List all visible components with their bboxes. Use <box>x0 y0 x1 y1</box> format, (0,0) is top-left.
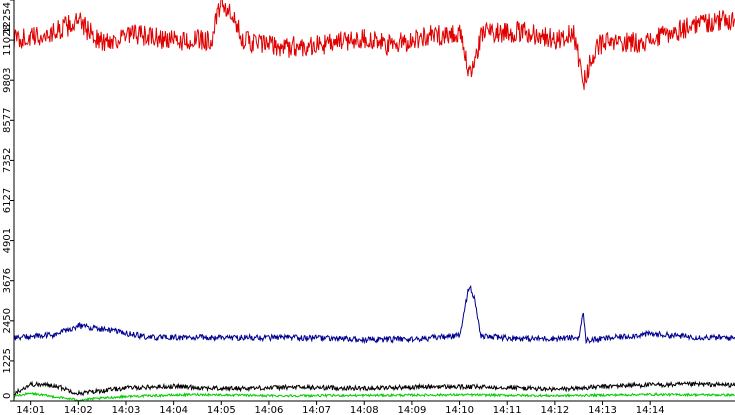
x-tick-label: 14:05 <box>207 405 236 415</box>
x-tick-label: 14:10 <box>445 405 474 415</box>
x-tick-label: 14:11 <box>493 405 522 415</box>
y-tick-label: 7352 <box>2 148 13 173</box>
x-tick-label: 14:08 <box>350 405 379 415</box>
y-tick-label: 9803 <box>2 67 13 92</box>
y-tick-label: 4901 <box>2 228 13 253</box>
x-tick-label: 14:12 <box>540 405 569 415</box>
x-tick-label: 14:02 <box>64 405 93 415</box>
y-tick-label: 11028 <box>2 24 13 56</box>
series-line-4 <box>13 391 735 402</box>
x-tick-label: 14:07 <box>302 405 331 415</box>
y-tick-label: 2450 <box>2 308 13 333</box>
x-tick-label: 14:13 <box>588 405 617 415</box>
series-line-1 <box>13 0 735 90</box>
x-tick-label: 14:01 <box>16 405 45 415</box>
y-tick-label: 0 <box>2 393 13 399</box>
x-tick-label: 14:06 <box>255 405 284 415</box>
x-tick-label: 14:14 <box>636 405 665 415</box>
y-tick-label: 6127 <box>2 188 13 213</box>
x-tick-label: 14:04 <box>159 405 188 415</box>
y-tick-label: 1225 <box>2 348 13 373</box>
y-tick-label: 12254 <box>2 2 13 34</box>
y-tick-labels: 0 1225 2450 3676 4901 6127 7352 8577 9803 1102812… <box>2 2 13 399</box>
axes-layer <box>10 0 735 405</box>
y-tick-label: 8577 <box>2 108 13 133</box>
series-line-2 <box>13 284 735 345</box>
series-layer <box>13 0 735 402</box>
x-tick-label: 14:03 <box>112 405 141 415</box>
x-tick-label: 14:09 <box>397 405 426 415</box>
series-line-3 <box>13 380 735 397</box>
y-tick-label: 3676 <box>2 268 13 293</box>
x-tick-labels: 14:01 14:02 14:03 14:04 14:05 14:06 14:07 14:08… <box>16 405 664 415</box>
